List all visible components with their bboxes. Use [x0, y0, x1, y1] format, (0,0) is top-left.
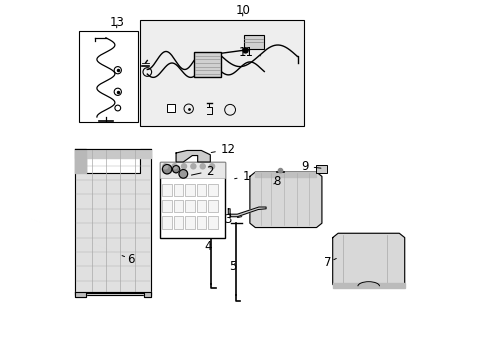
Bar — [208, 184, 218, 196]
Bar — [140, 20, 303, 126]
Text: 4: 4 — [204, 240, 212, 253]
Text: 3: 3 — [224, 213, 241, 226]
Bar — [160, 162, 224, 238]
Bar — [208, 200, 218, 212]
Circle shape — [163, 164, 167, 169]
Circle shape — [190, 164, 196, 169]
Bar — [174, 200, 183, 212]
Polygon shape — [228, 207, 265, 217]
Polygon shape — [75, 149, 151, 158]
Text: 13: 13 — [109, 16, 124, 29]
Circle shape — [200, 164, 205, 169]
Text: 10: 10 — [235, 4, 250, 17]
Bar — [79, 31, 138, 122]
Circle shape — [162, 165, 171, 174]
Bar — [174, 216, 183, 229]
Text: 9: 9 — [301, 160, 320, 173]
Polygon shape — [75, 149, 151, 295]
Circle shape — [172, 164, 177, 169]
Polygon shape — [75, 149, 86, 173]
Circle shape — [172, 166, 179, 173]
Polygon shape — [176, 150, 210, 162]
Circle shape — [243, 48, 247, 53]
Bar — [197, 216, 206, 229]
Bar — [162, 184, 171, 196]
Bar — [160, 162, 224, 178]
Bar — [316, 165, 326, 173]
Text: 12: 12 — [211, 143, 235, 156]
Text: 8: 8 — [273, 175, 280, 188]
Bar — [197, 184, 206, 196]
Polygon shape — [249, 172, 321, 228]
Polygon shape — [255, 172, 316, 177]
Bar — [185, 216, 194, 229]
Bar — [185, 184, 194, 196]
Bar — [162, 216, 171, 229]
Bar — [162, 200, 171, 212]
Polygon shape — [75, 292, 151, 297]
Bar — [194, 52, 221, 77]
Text: 2: 2 — [191, 165, 214, 177]
Text: 1: 1 — [234, 170, 249, 183]
Polygon shape — [332, 283, 404, 288]
Bar — [174, 184, 183, 196]
Circle shape — [181, 164, 186, 169]
Bar — [167, 104, 175, 112]
Circle shape — [278, 168, 282, 173]
Text: 11: 11 — [238, 46, 260, 59]
Circle shape — [209, 164, 214, 169]
Text: 7: 7 — [323, 256, 336, 269]
Bar — [197, 200, 206, 212]
Bar — [244, 35, 263, 49]
Bar — [185, 200, 194, 212]
Circle shape — [179, 170, 187, 178]
Text: 6: 6 — [122, 253, 135, 266]
Text: 5: 5 — [229, 260, 236, 273]
Polygon shape — [332, 233, 404, 288]
Bar — [208, 216, 218, 229]
